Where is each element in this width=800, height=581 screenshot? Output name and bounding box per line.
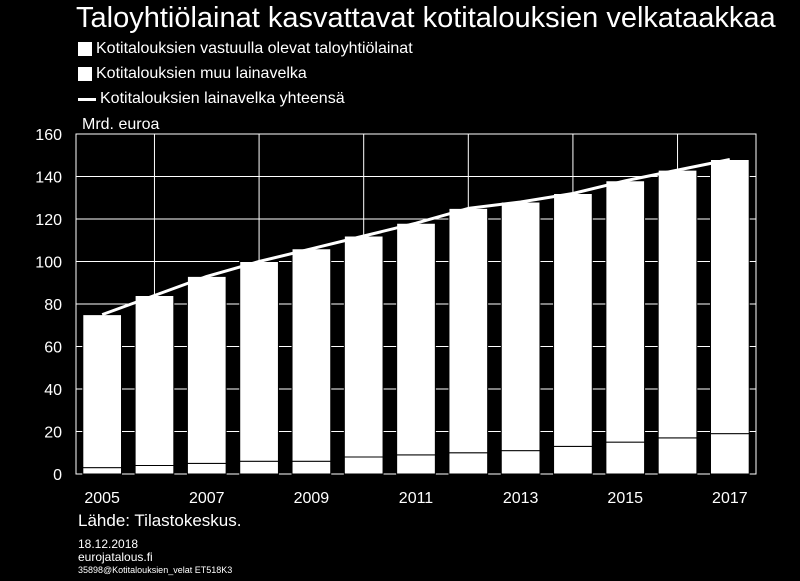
y-tick-label: 20 bbox=[44, 425, 62, 442]
chart-title: Taloyhtiölainat kasvattavat kotitalouksi… bbox=[76, 2, 776, 34]
bar-other-loans bbox=[553, 193, 593, 447]
x-tick-label: 2017 bbox=[712, 490, 748, 507]
bar-housing-company-loans bbox=[396, 454, 436, 475]
bar-other-loans bbox=[239, 261, 279, 462]
x-tick-label: 2005 bbox=[84, 490, 120, 507]
bar-other-loans bbox=[605, 180, 646, 443]
x-tick-label: 2013 bbox=[503, 490, 539, 507]
bar-housing-company-loans bbox=[605, 441, 646, 475]
y-tick-label: 100 bbox=[35, 255, 62, 272]
legend-item-total-loans: Kotitalouksien lainavelka yhteensä bbox=[78, 90, 345, 108]
y-tick-label: 160 bbox=[35, 127, 62, 144]
bar-housing-company-loans bbox=[500, 450, 541, 475]
source-note: Lähde: Tilastokeskus. bbox=[78, 511, 242, 530]
bar-housing-company-loans bbox=[82, 467, 123, 475]
bar-housing-company-loans bbox=[239, 460, 279, 475]
bar-other-loans bbox=[500, 201, 541, 452]
bar-other-loans bbox=[134, 295, 175, 466]
bar-other-loans bbox=[448, 207, 489, 454]
bar-housing-company-loans bbox=[186, 462, 227, 475]
legend-label-other-loans: Kotitalouksien muu lainavelka bbox=[96, 65, 307, 82]
bar-housing-company-loans bbox=[291, 460, 332, 475]
y-tick-label: 40 bbox=[44, 382, 62, 399]
bar-housing-company-loans bbox=[448, 452, 489, 475]
bar-other-loans bbox=[396, 222, 436, 456]
legend-label-housing-company-loans: Kotitalouksien vastuulla olevat taloyhti… bbox=[96, 40, 413, 57]
legend-item-housing-company-loans: Kotitalouksien vastuulla olevat taloyhti… bbox=[78, 40, 413, 58]
legend-swatch-total-loans bbox=[78, 97, 96, 101]
bar-other-loans bbox=[291, 248, 332, 462]
y-tick-label: 140 bbox=[35, 170, 62, 187]
bar-housing-company-loans bbox=[657, 437, 698, 475]
footer-code: 35898@Kotitalouksien_velat ET518K3 bbox=[78, 565, 233, 575]
y-tick-label: 0 bbox=[53, 467, 62, 484]
y-tick-label: 80 bbox=[44, 297, 62, 314]
x-tick-label: 2007 bbox=[189, 490, 225, 507]
bar-housing-company-loans bbox=[343, 456, 384, 475]
x-tick-label: 2009 bbox=[294, 490, 330, 507]
bar-other-loans bbox=[657, 169, 698, 439]
legend-swatch-housing-company-loans bbox=[78, 42, 92, 56]
x-tick-label: 2015 bbox=[607, 490, 643, 507]
y-tick-label: 60 bbox=[44, 340, 62, 357]
y-tick-label: 120 bbox=[35, 212, 62, 229]
bar-housing-company-loans bbox=[709, 433, 750, 475]
footer-date: 18.12.2018 bbox=[78, 537, 139, 551]
y-axis-unit-label: Mrd. euroa bbox=[82, 116, 160, 133]
legend-swatch-other-loans bbox=[78, 67, 92, 81]
bar-housing-company-loans bbox=[553, 445, 593, 475]
line-total-loans bbox=[101, 158, 731, 317]
bar-other-loans bbox=[709, 159, 750, 435]
bar-other-loans bbox=[82, 314, 123, 469]
legend-label-total-loans: Kotitalouksien lainavelka yhteensä bbox=[100, 90, 345, 107]
bar-other-loans bbox=[343, 235, 384, 458]
x-tick-label: 2011 bbox=[399, 490, 434, 507]
bar-other-loans bbox=[186, 275, 227, 464]
bar-housing-company-loans bbox=[134, 465, 175, 475]
footer-site: eurojatalous.fi bbox=[78, 550, 153, 564]
legend-item-other-loans: Kotitalouksien muu lainavelka bbox=[78, 65, 307, 83]
